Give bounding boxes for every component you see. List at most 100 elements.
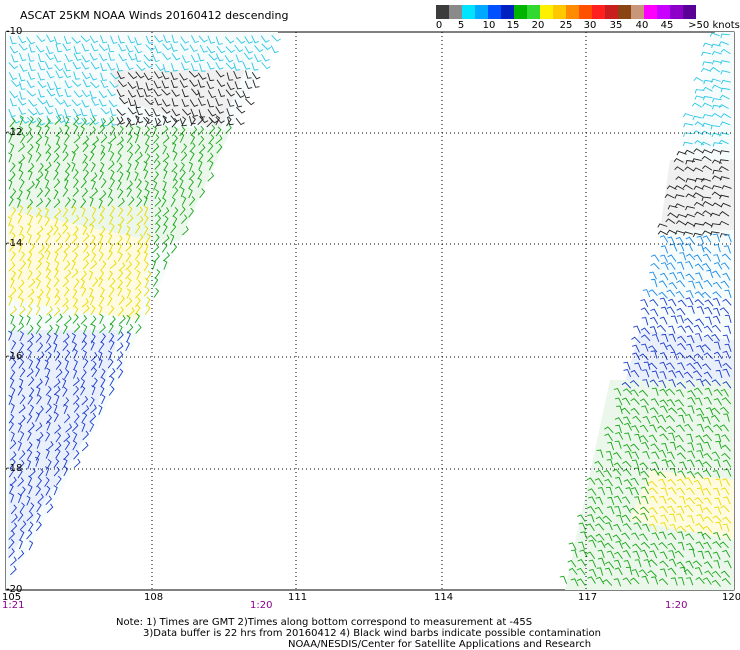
wind-barb bbox=[677, 470, 686, 479]
wind-barb bbox=[81, 395, 89, 406]
wind-barb bbox=[715, 521, 723, 530]
wind-barb bbox=[676, 424, 685, 432]
wind-barb bbox=[190, 63, 198, 72]
wind-barb bbox=[54, 64, 64, 72]
wind-barb bbox=[81, 412, 88, 423]
wind-barb bbox=[181, 214, 188, 224]
wind-barb bbox=[71, 234, 78, 244]
wind-barb bbox=[45, 403, 52, 414]
wind-barb bbox=[170, 79, 178, 89]
wind-barb bbox=[621, 514, 631, 523]
wind-barb bbox=[224, 36, 235, 44]
wind-barb bbox=[226, 82, 235, 91]
wind-barb bbox=[35, 521, 42, 532]
wind-barb bbox=[718, 166, 729, 171]
wind-barb bbox=[72, 115, 80, 125]
wind-barb bbox=[73, 278, 80, 289]
wind-barb bbox=[126, 233, 131, 244]
wind-barb bbox=[701, 196, 712, 202]
wind-barb bbox=[63, 99, 72, 108]
wind-barb bbox=[658, 578, 669, 586]
wind-barb bbox=[722, 362, 732, 370]
wind-barb bbox=[189, 151, 195, 162]
wind-barb bbox=[53, 332, 58, 343]
wind-barb bbox=[37, 252, 45, 263]
wind-barb bbox=[162, 144, 168, 155]
wind-barb bbox=[722, 549, 731, 558]
wind-barb bbox=[126, 214, 134, 225]
wind-barb bbox=[17, 288, 24, 299]
wind-barb bbox=[245, 70, 252, 79]
wind-barb bbox=[674, 230, 685, 235]
wind-barb bbox=[675, 434, 684, 443]
wind-barb bbox=[651, 370, 660, 379]
wind-barb bbox=[172, 178, 178, 189]
wind-barb bbox=[107, 88, 116, 97]
wind-barb bbox=[703, 441, 712, 450]
wind-barb bbox=[64, 88, 72, 98]
wind-barb bbox=[695, 435, 705, 443]
wind-barb bbox=[675, 220, 686, 226]
wind-barb bbox=[235, 117, 245, 126]
wind-barb bbox=[721, 487, 730, 496]
wind-barb bbox=[38, 244, 45, 254]
wind-barb bbox=[64, 269, 72, 279]
wind-barb bbox=[44, 186, 51, 197]
wind-barb bbox=[143, 251, 148, 262]
wind-barb bbox=[702, 487, 712, 496]
wind-barb bbox=[54, 97, 65, 105]
wind-barb bbox=[107, 142, 112, 153]
wind-barb bbox=[143, 261, 149, 272]
wind-barb bbox=[713, 532, 721, 541]
colorbar-label: >50 knots bbox=[688, 20, 740, 31]
wind-barb bbox=[712, 297, 721, 306]
wind-barb bbox=[62, 251, 68, 262]
wind-barb bbox=[63, 243, 71, 253]
wind-barb bbox=[702, 246, 712, 254]
wind-barb bbox=[19, 52, 27, 62]
wind-barb bbox=[81, 332, 87, 343]
wind-barb bbox=[669, 513, 677, 522]
wind-barb bbox=[134, 259, 140, 270]
wind-barb bbox=[206, 61, 215, 70]
wind-barb bbox=[179, 73, 188, 81]
wind-barb bbox=[53, 36, 61, 45]
wind-barb bbox=[713, 307, 721, 316]
wind-barb bbox=[188, 161, 193, 172]
wind-barb bbox=[63, 286, 70, 297]
wind-barb bbox=[163, 259, 168, 270]
wind-barb bbox=[64, 315, 72, 325]
wind-barb bbox=[676, 315, 685, 324]
wind-barb bbox=[19, 225, 24, 236]
wind-barb bbox=[613, 452, 622, 460]
wind-barb bbox=[587, 488, 597, 496]
wind-barb bbox=[134, 313, 140, 324]
wind-barb bbox=[712, 487, 721, 496]
wind-barb bbox=[679, 566, 687, 576]
wind-barb bbox=[686, 470, 696, 479]
wind-barb bbox=[62, 207, 69, 218]
wind-barb bbox=[703, 334, 714, 342]
wind-barb bbox=[625, 566, 633, 576]
wind-barb bbox=[72, 368, 78, 379]
wind-barb bbox=[36, 477, 42, 488]
wind-barb bbox=[36, 278, 41, 289]
wind-barb bbox=[62, 333, 70, 343]
wind-barb bbox=[173, 150, 178, 161]
wind-barb bbox=[712, 202, 723, 208]
wind-barb bbox=[35, 260, 42, 270]
wind-barb bbox=[704, 387, 713, 396]
wind-barb bbox=[632, 543, 642, 551]
wind-barb bbox=[207, 142, 214, 153]
wind-barb bbox=[89, 108, 97, 117]
wind-barb bbox=[135, 223, 141, 234]
wind-barb bbox=[73, 305, 79, 316]
wind-barb bbox=[162, 64, 170, 73]
wind-barb bbox=[687, 442, 695, 451]
wind-barb bbox=[73, 348, 78, 359]
wind-barb bbox=[226, 98, 235, 107]
wind-barb bbox=[648, 289, 658, 297]
wind-barb bbox=[89, 216, 96, 227]
wind-barb bbox=[632, 415, 642, 423]
wind-barb bbox=[673, 158, 684, 163]
